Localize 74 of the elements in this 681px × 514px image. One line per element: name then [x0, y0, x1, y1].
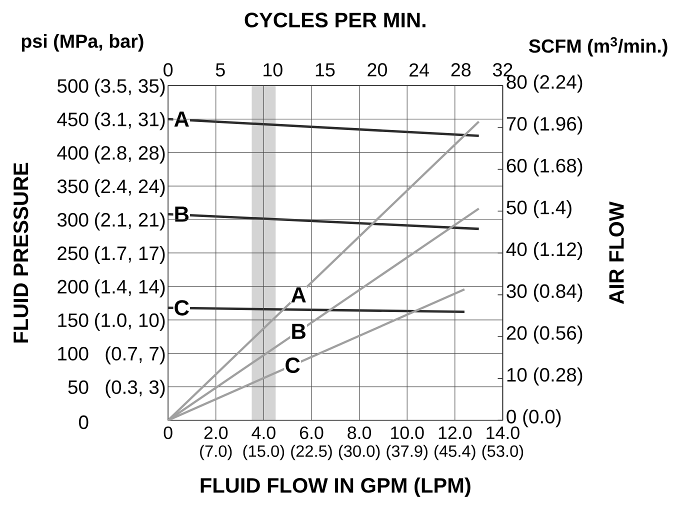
x-tick-label: 2.0 [204, 426, 228, 440]
series-label: B [292, 324, 306, 339]
y2-tick-label: 70 [506, 117, 527, 131]
text: (0.7, 7) [106, 346, 165, 364]
x2-tick-label: 28 [451, 63, 471, 77]
x2-axis-title: CYCLES PER MIN. [244, 12, 426, 28]
series-label: A [291, 287, 306, 302]
text: (22.5) [291, 444, 332, 460]
text: (2.4, 24) [95, 179, 165, 198]
text: (1.68) [534, 158, 582, 176]
text: (0.0) [523, 409, 561, 428]
x-tick-label: 6.0 [300, 426, 324, 440]
text: (2.8, 28) [95, 146, 165, 164]
text: (3.5, 35) [95, 78, 165, 97]
series-label: C [286, 358, 300, 374]
y-tick-label: 450 [57, 112, 88, 126]
text: (37.9) [386, 444, 428, 460]
x-tick-label: 12.0 [438, 426, 472, 440]
series-label: B [175, 206, 189, 222]
y-tick-label: 50 [68, 380, 88, 394]
y2-tick-label: 50 [506, 200, 527, 214]
y-tick-label: 200 [58, 280, 88, 294]
text: psi (MPa, bar) [22, 34, 144, 52]
text: (1.12) [534, 242, 582, 260]
x2-tick-label: 32 [492, 63, 512, 77]
y2-tick-label: 10 [507, 368, 527, 382]
x2-tick-label: 15 [316, 63, 335, 77]
y2-tick-label: 30 [506, 284, 527, 298]
y-tick-label: 150 [58, 313, 88, 328]
y-tick-label: 300 [57, 213, 88, 227]
x2-tick-label: 0 [164, 63, 173, 77]
x-tick-label: 14.0 [486, 426, 520, 440]
text: (7.0) [200, 444, 232, 460]
y-tick-label: 400 [57, 146, 88, 160]
text: (1.4) [534, 200, 572, 218]
y-tick-label: 250 [58, 246, 88, 260]
text: (2.24) [534, 74, 582, 93]
text: (1.96) [534, 116, 582, 135]
x2-tick-label: 10 [264, 63, 282, 77]
x-tick-label: 0 [164, 426, 172, 440]
text: SCFM (m$^{3}$/min.) [528, 37, 668, 57]
x-axis-title: FLUID FLOW IN GPM (LPM) [200, 478, 470, 497]
text: (0.3, 3) [106, 380, 165, 398]
y2-tick-label: 20 [506, 326, 527, 340]
series-label: A [174, 112, 189, 127]
x-tick-label: 10.0 [391, 426, 424, 440]
text: (0.28) [534, 368, 582, 386]
y2-tick-label: 80 [506, 75, 527, 89]
x2-tick-label: 24 [410, 63, 429, 77]
y-tick-label: 100 [58, 346, 88, 361]
y-tick-label: 350 [57, 180, 88, 194]
x2-tick-label: 5 [216, 63, 225, 77]
text: (15.0) [243, 444, 284, 460]
text: (53.0) [482, 444, 524, 460]
text: (30.0) [338, 444, 380, 460]
text: (1.7, 17) [95, 246, 165, 264]
text: (2.1, 21) [95, 212, 165, 231]
series-label: C [174, 300, 189, 316]
x2-tick-label: 20 [368, 63, 387, 77]
y-axis-title: FLUID PRESSURE [13, 162, 28, 342]
y2-axis-title: AIR FLOW [609, 202, 624, 304]
x-tick-label: 8.0 [348, 426, 372, 440]
y-tick-label: 500 [57, 79, 88, 93]
text: (45.4) [434, 444, 476, 460]
y2-tick-label: 60 [506, 158, 527, 173]
y-tick-label: 0 [79, 415, 88, 430]
x-tick-label: 4.0 [252, 426, 276, 440]
y2-tick-label: 0 [506, 410, 516, 424]
text: (3.1, 31) [95, 112, 165, 130]
text: (1.0, 10) [95, 312, 165, 331]
text: (0.56) [534, 326, 582, 344]
text: (0.84) [534, 284, 582, 302]
y2-tick-label: 40 [506, 242, 527, 256]
text: (1.4, 14) [95, 279, 165, 298]
